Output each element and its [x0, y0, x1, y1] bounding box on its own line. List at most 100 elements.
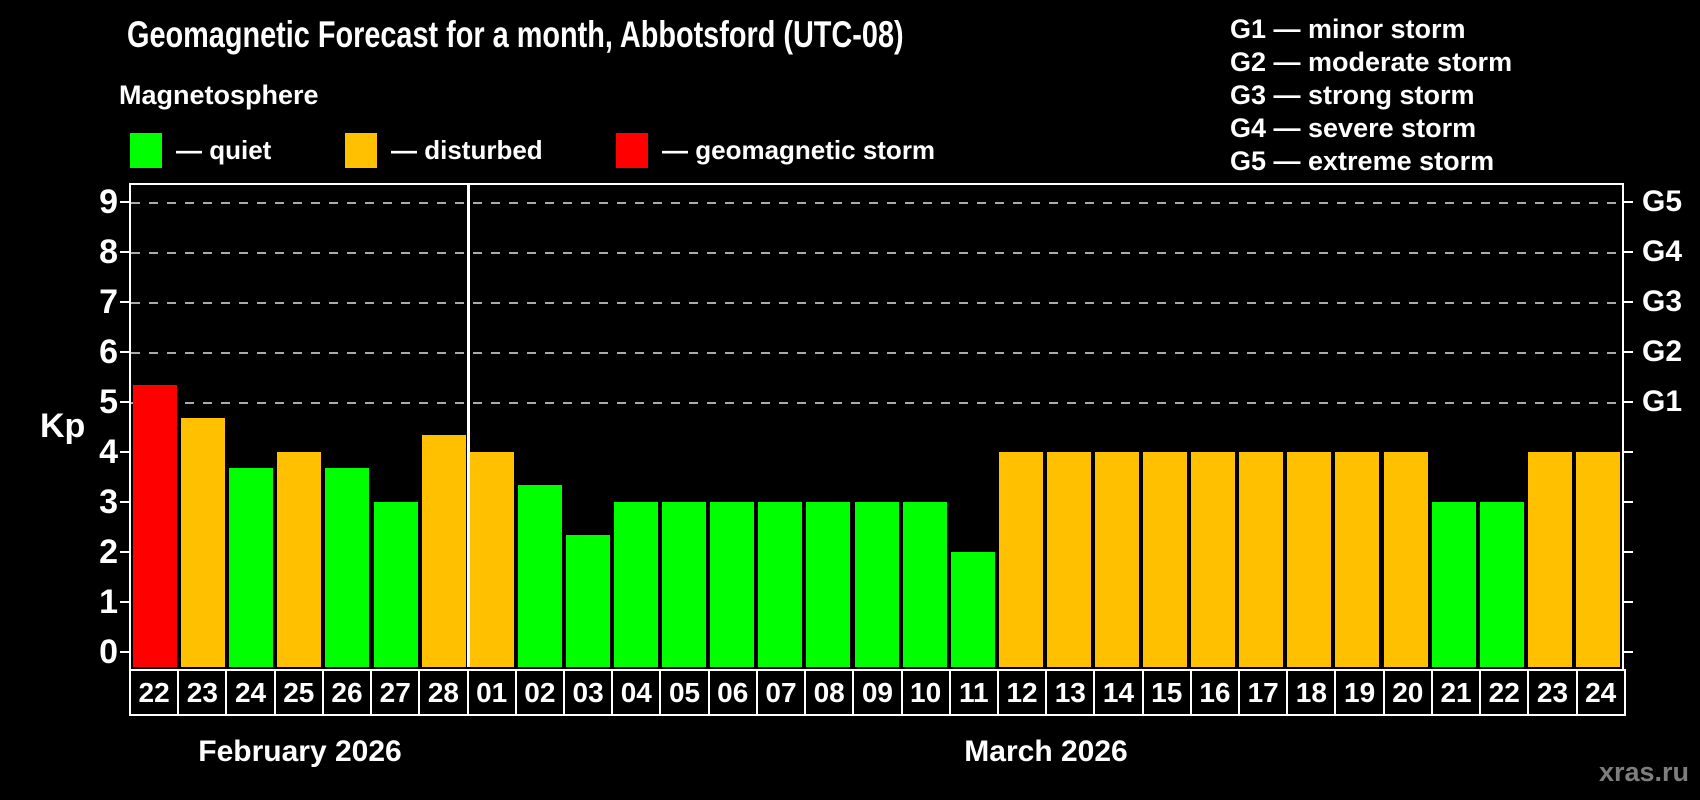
kp-bar-day-25: [277, 452, 322, 667]
y-tick-label-0: 0: [99, 633, 118, 671]
kp-bar-day-21: [1431, 502, 1476, 667]
left-axis-tick-3: [120, 501, 129, 503]
legend-label-disturbed: — disturbed: [391, 135, 543, 165]
g-level-label-G3: G3: [1642, 285, 1683, 318]
kp-bar-day-18: [1287, 452, 1332, 667]
legend-label-quiet: — quiet: [176, 135, 272, 165]
day-label-cell-19: 19: [1334, 669, 1385, 716]
chart-title: Geomagnetic Forecast for a month, Abbots…: [127, 14, 904, 55]
y-tick-label-7: 7: [99, 283, 118, 321]
day-label-cell-15: 15: [1141, 669, 1192, 716]
g-scale-legend-line: G5 — extreme storm: [1230, 146, 1495, 176]
day-label-cell-03: 03: [562, 669, 614, 716]
day-label-cell-02: 02: [514, 669, 565, 716]
day-label-cell-17: 17: [1238, 669, 1289, 716]
kp-bar-day-09: [854, 502, 899, 667]
day-label-cell-24: 24: [225, 669, 276, 716]
gridline-kp-9: [131, 202, 1622, 204]
day-label-cell-14: 14: [1093, 669, 1144, 716]
kp-bar-day-04: [614, 502, 659, 667]
gridline-kp-8: [131, 252, 1622, 254]
day-label-cell-22: 22: [129, 669, 180, 716]
month-divider-line: [467, 183, 470, 667]
y-tick-label-1: 1: [99, 583, 118, 621]
kp-bar-day-02: [517, 485, 562, 667]
y-axis-line-right: [1622, 183, 1624, 669]
kp-bar-day-08: [806, 502, 851, 667]
y-tick-label-3: 3: [99, 483, 118, 521]
month-label-february: February 2026: [198, 735, 402, 768]
day-label-cell-09: 09: [852, 669, 903, 716]
day-labels-row: 22 23 24 25 26 27 28 01 02 03 04 05 06 07 08 09 10 11 12 13…: [129, 669, 1626, 716]
kp-bar-day-15: [1143, 452, 1188, 667]
plot-area: [131, 183, 1622, 667]
legend-item-storm: — geomagnetic storm: [616, 133, 935, 168]
y-tick-label-2: 2: [99, 533, 118, 571]
y-tick-label-6: 6: [99, 333, 118, 371]
kp-bar-day-16: [1191, 452, 1236, 667]
kp-bar-day-10: [902, 502, 947, 667]
kp-bar-day-28: [421, 435, 466, 667]
kp-bar-day-07: [758, 502, 803, 667]
kp-bar-day-24: [229, 468, 274, 667]
legend-item-disturbed: — disturbed: [345, 133, 543, 168]
kp-bar-day-17: [1239, 452, 1284, 667]
left-axis-tick-8: [120, 251, 129, 253]
gridline-kp-6: [131, 352, 1622, 354]
right-axis-tick-4: [1624, 451, 1633, 453]
y-tick-label-5: 5: [99, 383, 118, 421]
y-tick-label-9: 9: [99, 183, 118, 221]
kp-bar-day-01: [469, 452, 514, 667]
month-label-march: March 2026: [964, 735, 1128, 768]
kp-bar-day-14: [1094, 452, 1139, 667]
day-label-cell-16: 16: [1189, 669, 1241, 716]
left-axis-tick-1: [120, 601, 129, 603]
y-tick-label-8: 8: [99, 233, 118, 271]
g-level-label-G4: G4: [1642, 235, 1683, 268]
right-axis-tick-2: [1624, 551, 1633, 553]
day-label-cell-11: 11: [948, 669, 999, 716]
day-label-cell-06: 06: [707, 669, 758, 716]
day-label-cell-25: 25: [273, 669, 324, 716]
right-axis-tick-3: [1624, 501, 1633, 503]
g-level-label-G1: G1: [1642, 385, 1683, 418]
day-label-cell-24: 24: [1575, 669, 1626, 716]
gridline-kp-5: [131, 402, 1622, 404]
kp-bar-day-20: [1383, 452, 1428, 667]
day-label-cell-07: 07: [755, 669, 807, 716]
kp-bar-day-11: [950, 552, 995, 667]
quiet-color-swatch: [130, 133, 162, 168]
g-scale-legend-line: G3 — strong storm: [1230, 80, 1475, 110]
day-label-cell-22: 22: [1479, 669, 1530, 716]
day-label-cell-27: 27: [370, 669, 421, 716]
g-scale-legend: G1 — minor storm G2 — moderate storm G3 …: [1230, 13, 1512, 178]
kp-bar-day-22: [133, 385, 178, 667]
day-label-cell-26: 26: [321, 669, 373, 716]
left-axis-tick-7: [120, 301, 129, 303]
kp-bar-day-24: [1575, 452, 1620, 667]
kp-bar-day-12: [998, 452, 1043, 667]
y-tick-label-4: 4: [99, 433, 118, 471]
day-label-cell-01: 01: [466, 669, 517, 716]
kp-bar-day-27: [373, 502, 418, 667]
day-label-cell-20: 20: [1382, 669, 1433, 716]
y-axis-line-left: [129, 183, 131, 669]
kp-bar-day-13: [1046, 452, 1091, 667]
left-axis-tick-2: [120, 551, 129, 553]
g-level-label-G2: G2: [1642, 335, 1683, 368]
kp-bar-day-19: [1335, 452, 1380, 667]
right-axis-tick-9: [1624, 201, 1633, 203]
legend-item-quiet: — quiet: [130, 133, 271, 168]
day-label-cell-13: 13: [1045, 669, 1096, 716]
right-axis-tick-1: [1624, 601, 1633, 603]
day-label-cell-12: 12: [996, 669, 1048, 716]
left-axis-tick-6: [120, 351, 129, 353]
legend-label-storm: — geomagnetic storm: [662, 135, 936, 165]
kp-bar-day-05: [662, 502, 707, 667]
left-axis-tick-0: [120, 651, 129, 653]
plot-top-border: [129, 183, 1624, 185]
y-axis-title: Kp: [40, 407, 86, 445]
kp-bar-day-26: [325, 468, 370, 667]
kp-bar-day-23: [181, 418, 226, 667]
g-scale-legend-line: G2 — moderate storm: [1230, 47, 1513, 77]
